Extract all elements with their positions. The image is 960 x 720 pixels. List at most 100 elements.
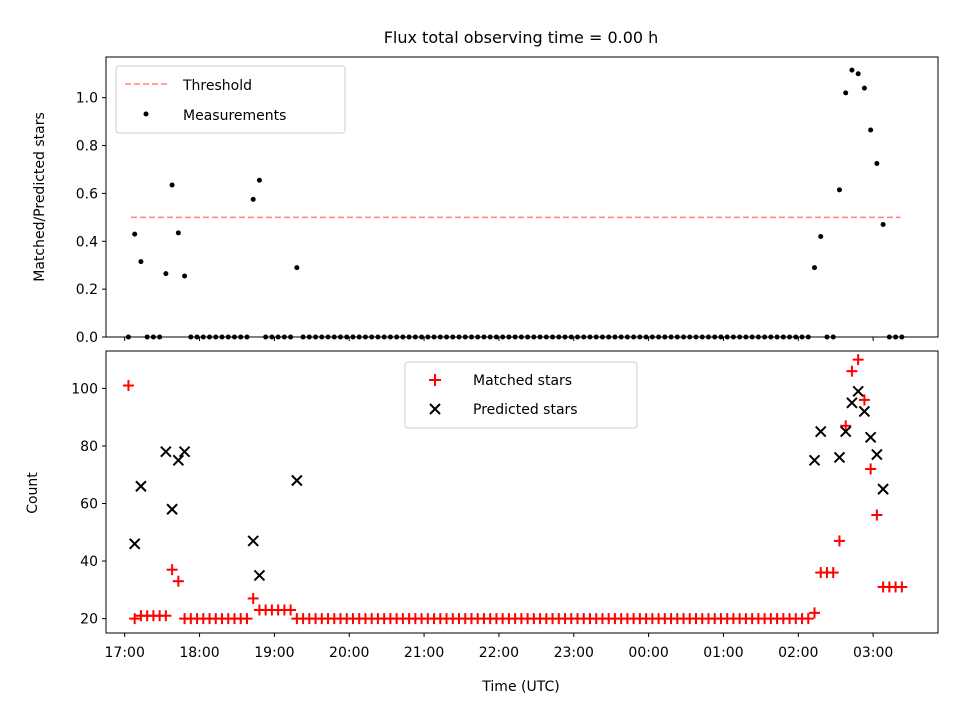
bottom-x-tick-label: 19:00 bbox=[254, 645, 294, 661]
predicted-star-point bbox=[128, 538, 141, 550]
matched-star-point bbox=[247, 592, 259, 604]
matched-star-point bbox=[160, 610, 172, 622]
top-y-tick-label: 0.6 bbox=[76, 186, 98, 202]
legend-predicted-label: Predicted stars bbox=[473, 402, 578, 418]
measurement-point bbox=[849, 67, 855, 73]
measurement-point bbox=[836, 187, 842, 193]
predicted-star-point bbox=[839, 425, 852, 438]
predicted-star-point bbox=[247, 535, 259, 547]
measurement-point bbox=[132, 231, 138, 237]
bottom-panel-counts: 20 40 60 80 100 17:00 18:00 19:00 20:00 21:00 22:… bbox=[25, 350, 939, 695]
top-y-tick-label: 0.0 bbox=[76, 330, 98, 346]
bottom-x-tick-label: 01:00 bbox=[703, 645, 743, 661]
measurement-point bbox=[138, 259, 144, 265]
matched-star-point bbox=[166, 564, 178, 576]
legend-predicted-swatch bbox=[429, 403, 441, 415]
bottom-x-axis-label: Time (UTC) bbox=[481, 679, 559, 695]
measurement-point bbox=[182, 273, 188, 279]
top-legend: Threshold Measurements bbox=[115, 65, 346, 134]
predicted-star-point bbox=[808, 454, 821, 467]
predicted-star-point bbox=[172, 454, 185, 467]
bottom-x-tick-label: 03:00 bbox=[853, 645, 893, 661]
legend-measurements-swatch bbox=[143, 111, 149, 117]
matched-star-point bbox=[871, 509, 883, 521]
bottom-x-tick-label: 20:00 bbox=[329, 645, 369, 661]
bottom-x-tick-label: 23:00 bbox=[554, 645, 594, 661]
measurement-point bbox=[163, 271, 169, 277]
top-x-ticks bbox=[124, 337, 874, 341]
predicted-star-point bbox=[864, 431, 877, 444]
bottom-y-tick-label: 40 bbox=[80, 554, 98, 570]
measurement-point bbox=[812, 265, 818, 271]
predicted-star-point bbox=[846, 397, 858, 409]
top-y-tick-label: 0.8 bbox=[76, 139, 98, 155]
predicted-star-point bbox=[852, 385, 864, 397]
legend-measurements-label: Measurements bbox=[183, 108, 286, 124]
top-plot-area bbox=[125, 67, 905, 340]
predicted-star-point bbox=[871, 448, 883, 461]
measurement-point bbox=[880, 222, 886, 228]
matched-star-point bbox=[858, 394, 870, 406]
predicted-star-point bbox=[178, 446, 191, 458]
figure-title: Flux total observing time = 0.00 h bbox=[384, 28, 659, 47]
matched-star-point bbox=[833, 535, 845, 547]
legend-threshold-label: Threshold bbox=[182, 78, 252, 94]
measurement-point bbox=[294, 265, 300, 271]
bottom-x-ticks: 17:00 18:00 19:00 20:00 21:00 22:00 23:00 00:00… bbox=[105, 633, 893, 661]
matched-star-point bbox=[285, 604, 297, 616]
top-y-ticks: 0.0 0.2 0.4 0.6 0.8 1.0 bbox=[76, 91, 106, 346]
predicted-star-point bbox=[166, 503, 178, 515]
bottom-y-tick-label: 20 bbox=[80, 612, 98, 628]
matched-star-point bbox=[241, 613, 253, 625]
matched-star-point bbox=[172, 575, 184, 587]
predicted-star-point bbox=[815, 425, 827, 438]
top-y-axis-label: Matched/Predicted stars bbox=[32, 112, 48, 282]
measurement-point bbox=[861, 85, 867, 91]
bottom-x-tick-label: 17:00 bbox=[105, 645, 145, 661]
bottom-axes-frame bbox=[105, 350, 939, 634]
predicted-star-point bbox=[833, 451, 846, 464]
legend-matched-swatch bbox=[429, 374, 441, 386]
bottom-y-axis-label: Count bbox=[25, 472, 41, 514]
measurement-point bbox=[175, 230, 181, 236]
matched-star-point bbox=[840, 420, 852, 432]
bottom-y-tick-label: 80 bbox=[80, 439, 98, 455]
top-panel-ratio: 0.0 0.2 0.4 0.6 0.8 1.0 Matched/Predicted sta… bbox=[32, 56, 939, 346]
measurement-point bbox=[874, 160, 880, 166]
bottom-plot-area bbox=[122, 354, 908, 625]
predicted-star-point bbox=[160, 446, 172, 458]
top-y-tick-label: 0.2 bbox=[76, 282, 98, 298]
top-y-tick-label: 0.4 bbox=[76, 234, 98, 250]
top-legend-box bbox=[115, 65, 346, 134]
bottom-x-tick-label: 18:00 bbox=[179, 645, 219, 661]
matched-star-point bbox=[865, 463, 877, 475]
matched-star-point bbox=[802, 613, 814, 625]
measurement-point bbox=[855, 71, 861, 77]
top-axes-frame bbox=[105, 56, 939, 338]
measurement-point bbox=[169, 182, 175, 188]
matched-star-point bbox=[827, 567, 839, 579]
matched-star-point bbox=[129, 613, 141, 625]
bottom-x-tick-label: 22:00 bbox=[479, 645, 519, 661]
measurement-point bbox=[818, 233, 824, 239]
bottom-y-tick-label: 60 bbox=[80, 497, 98, 513]
matched-star-point bbox=[846, 365, 858, 377]
bottom-legend-box bbox=[404, 361, 638, 429]
bottom-x-tick-label: 00:00 bbox=[628, 645, 668, 661]
bottom-y-ticks: 20 40 60 80 100 bbox=[71, 381, 106, 628]
measurement-point bbox=[256, 177, 262, 183]
predicted-star-point bbox=[291, 474, 303, 487]
legend-matched-label: Matched stars bbox=[473, 373, 572, 389]
measurement-point bbox=[843, 90, 849, 96]
bottom-x-tick-label: 02:00 bbox=[778, 645, 818, 661]
bottom-x-tick-label: 21:00 bbox=[404, 645, 444, 661]
top-y-tick-label: 1.0 bbox=[76, 91, 98, 107]
matched-star-point bbox=[122, 380, 134, 392]
bottom-legend: Matched stars Predicted stars bbox=[404, 361, 638, 429]
measurement-point bbox=[868, 127, 874, 133]
predicted-star-point bbox=[253, 569, 266, 582]
bottom-y-tick-label: 100 bbox=[71, 381, 98, 397]
matched-star-point bbox=[809, 607, 821, 619]
matched-star-point bbox=[852, 354, 864, 366]
measurement-point bbox=[250, 196, 256, 202]
